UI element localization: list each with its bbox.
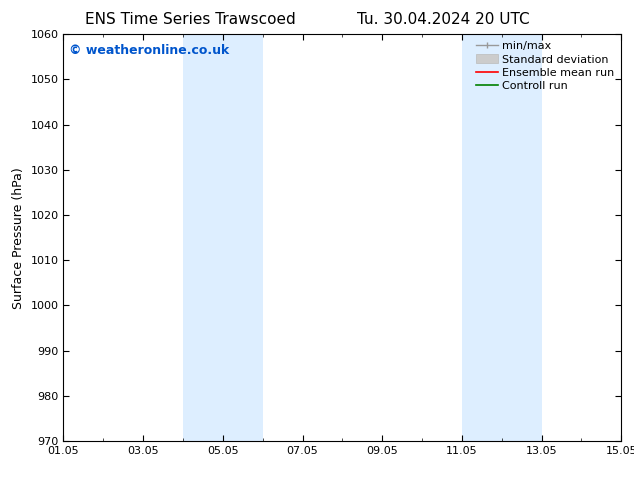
Bar — [183, 34, 262, 441]
Text: Tu. 30.04.2024 20 UTC: Tu. 30.04.2024 20 UTC — [358, 12, 530, 27]
Text: ENS Time Series Trawscoed: ENS Time Series Trawscoed — [85, 12, 295, 27]
Legend: min/max, Standard deviation, Ensemble mean run, Controll run: min/max, Standard deviation, Ensemble me… — [471, 37, 619, 96]
Bar — [462, 34, 541, 441]
Y-axis label: Surface Pressure (hPa): Surface Pressure (hPa) — [12, 167, 25, 309]
Text: © weatheronline.co.uk: © weatheronline.co.uk — [69, 45, 230, 57]
